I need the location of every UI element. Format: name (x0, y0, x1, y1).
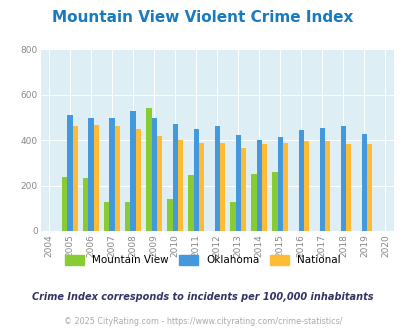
Bar (172, 124, 177, 231)
Bar (167, 199, 172, 231)
Bar (104, 202, 109, 231)
Bar (151, 118, 156, 231)
Text: Crime Index corresponds to incidents per 100,000 inhabitants: Crime Index corresponds to incidents per… (32, 292, 373, 302)
Bar (340, 126, 345, 231)
Bar (256, 140, 261, 231)
Bar (319, 128, 324, 231)
Bar (83, 178, 88, 231)
Bar (109, 118, 115, 231)
Bar (277, 137, 282, 231)
Bar (146, 109, 151, 231)
Bar (361, 134, 366, 231)
Bar (214, 125, 219, 231)
Bar (298, 130, 303, 231)
Bar (219, 143, 224, 231)
Bar (251, 174, 256, 231)
Bar (345, 144, 350, 231)
Bar (67, 115, 72, 231)
Bar (135, 129, 141, 231)
Bar (62, 177, 67, 231)
Bar (324, 141, 329, 231)
Bar (130, 111, 135, 231)
Bar (272, 173, 277, 231)
Bar (88, 118, 94, 231)
Bar (125, 202, 130, 231)
Bar (94, 125, 99, 231)
Bar (230, 202, 235, 231)
Text: © 2025 CityRating.com - https://www.cityrating.com/crime-statistics/: © 2025 CityRating.com - https://www.city… (64, 317, 341, 326)
Legend: Mountain View, Oklahoma, National: Mountain View, Oklahoma, National (61, 251, 344, 270)
Bar (366, 144, 371, 231)
Bar (240, 148, 245, 231)
Bar (282, 143, 288, 231)
Bar (303, 141, 309, 231)
Bar (235, 135, 240, 231)
Text: Mountain View Violent Crime Index: Mountain View Violent Crime Index (52, 10, 353, 25)
Bar (261, 144, 266, 231)
Bar (156, 136, 162, 231)
Bar (193, 129, 198, 231)
Bar (177, 140, 183, 231)
Bar (188, 175, 193, 231)
Bar (72, 126, 78, 231)
Bar (115, 126, 119, 231)
Bar (198, 143, 204, 231)
